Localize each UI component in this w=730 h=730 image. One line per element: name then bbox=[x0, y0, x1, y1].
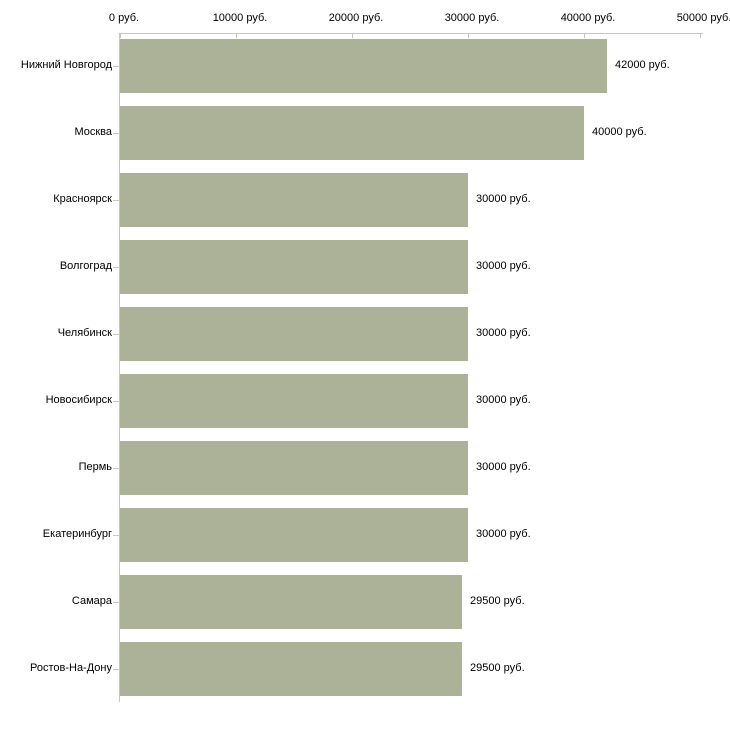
y-axis-tick bbox=[113, 200, 119, 201]
bar bbox=[120, 106, 584, 160]
value-label: 30000 руб. bbox=[476, 394, 531, 406]
x-axis-tick bbox=[352, 33, 353, 38]
y-axis-tick bbox=[113, 535, 119, 536]
value-label: 30000 руб. bbox=[476, 528, 531, 540]
x-axis-line bbox=[119, 33, 703, 34]
category-label: Волгоград bbox=[59, 260, 112, 272]
x-axis-tick-label: 50000 руб. bbox=[676, 12, 730, 24]
value-label: 30000 руб. bbox=[476, 260, 531, 272]
category-label: Красноярск bbox=[53, 193, 112, 205]
bar bbox=[120, 173, 468, 227]
value-label: 42000 руб. bbox=[615, 59, 670, 71]
y-axis-line bbox=[119, 33, 120, 702]
x-axis-tick-label: 10000 руб. bbox=[212, 12, 268, 24]
value-label: 29500 руб. bbox=[470, 662, 525, 674]
category-label: Новосибирск bbox=[45, 394, 112, 406]
category-label: Екатеринбург bbox=[42, 528, 112, 540]
category-label: Нижний Новгород bbox=[20, 59, 112, 71]
x-axis-tick bbox=[584, 33, 585, 38]
bar bbox=[120, 307, 468, 361]
value-label: 40000 руб. bbox=[592, 126, 647, 138]
x-axis-tick-label: 0 руб. bbox=[108, 12, 140, 24]
bar bbox=[120, 642, 462, 696]
bar bbox=[120, 441, 468, 495]
y-axis-tick bbox=[113, 66, 119, 67]
bar bbox=[120, 39, 607, 93]
y-axis-tick bbox=[113, 334, 119, 335]
y-axis-tick bbox=[113, 401, 119, 402]
x-axis-tick bbox=[120, 33, 121, 38]
x-axis-tick bbox=[236, 33, 237, 38]
bar bbox=[120, 508, 468, 562]
category-label: Челябинск bbox=[57, 327, 112, 339]
x-axis-tick-label: 30000 руб. bbox=[444, 12, 500, 24]
category-label: Самара bbox=[71, 595, 112, 607]
value-label: 30000 руб. bbox=[476, 193, 531, 205]
x-axis-tick bbox=[468, 33, 469, 38]
x-axis-tick-label: 40000 руб. bbox=[560, 12, 616, 24]
bar bbox=[120, 240, 468, 294]
x-axis-tick-label: 20000 руб. bbox=[328, 12, 384, 24]
y-axis-tick bbox=[113, 468, 119, 469]
x-axis-tick bbox=[700, 33, 701, 38]
y-axis-tick bbox=[113, 602, 119, 603]
bar bbox=[120, 575, 462, 629]
category-label: Пермь bbox=[78, 461, 112, 473]
category-label: Москва bbox=[74, 126, 112, 138]
y-axis-tick bbox=[113, 133, 119, 134]
value-label: 30000 руб. bbox=[476, 461, 531, 473]
value-label: 30000 руб. bbox=[476, 327, 531, 339]
y-axis-tick bbox=[113, 267, 119, 268]
y-axis-tick bbox=[113, 669, 119, 670]
value-label: 29500 руб. bbox=[470, 595, 525, 607]
bar bbox=[120, 374, 468, 428]
category-label: Ростов-На-Дону bbox=[29, 662, 112, 674]
